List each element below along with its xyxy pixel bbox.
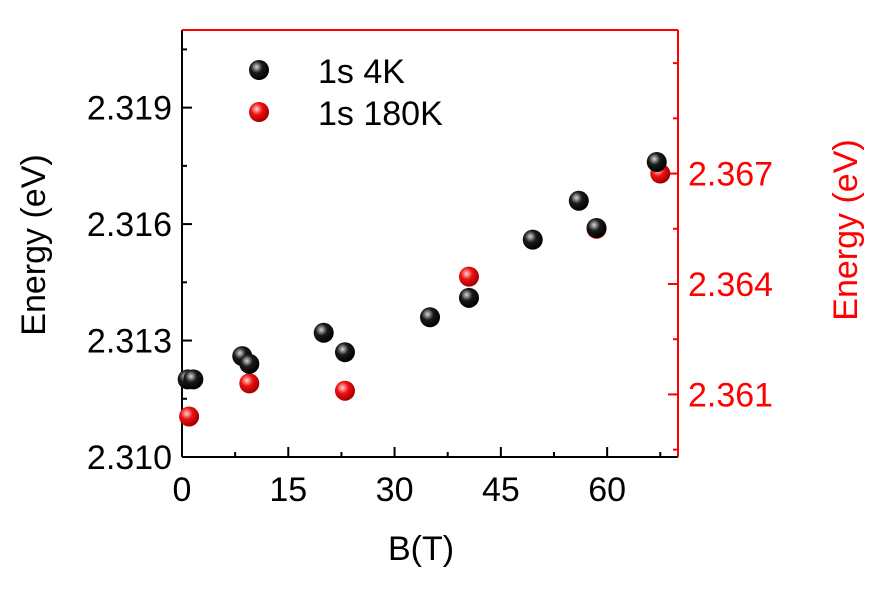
y-right-tick-label: 2.361 xyxy=(688,376,773,414)
data-point-1s-4k xyxy=(568,190,589,211)
data-point-1s-4k xyxy=(458,287,479,308)
legend-marker-1s-4k xyxy=(249,60,269,80)
x-tick-label: 45 xyxy=(482,471,520,509)
legend-item-1s-4k: 1s 4K xyxy=(249,53,405,91)
y-right-tick-label: 2.364 xyxy=(688,266,773,304)
y-right-tick-label: 2.367 xyxy=(688,156,773,194)
data-point-1s-4k xyxy=(334,342,355,363)
y-left-tick-label: 2.310 xyxy=(87,439,172,477)
y-left-tick-label: 2.316 xyxy=(87,206,172,244)
data-point-1s-180k xyxy=(334,380,355,401)
legend: 1s 4K 1s 180K xyxy=(249,53,443,133)
y-left-tick-label: 2.313 xyxy=(87,323,172,361)
data-point-1s-180k xyxy=(458,266,479,287)
legend-marker-1s-180k xyxy=(249,102,269,122)
x-tick-label: 60 xyxy=(588,471,626,509)
data-point-1s-4k xyxy=(586,217,607,238)
x-tick-label: 0 xyxy=(173,471,192,509)
data-point-1s-4k xyxy=(646,151,667,172)
legend-label-1s-4k: 1s 4K xyxy=(318,53,405,91)
y-axis-left-title: Energy (eV) xyxy=(15,154,53,335)
data-point-1s-4k xyxy=(313,322,334,343)
x-tick-label: 15 xyxy=(269,471,307,509)
y-left-tick-label: 2.319 xyxy=(87,90,172,128)
x-axis-title: B(T) xyxy=(388,530,454,568)
data-point-1s-4k xyxy=(183,369,204,390)
y-axis-right-title: Energy (eV) xyxy=(827,139,865,320)
legend-item-1s-180k: 1s 180K xyxy=(249,95,443,133)
data-point-1s-4k xyxy=(522,229,543,250)
axes: 0 15 30 45 60 2.310 2.313 2.316 2.319 2.361 2.364 2… xyxy=(87,29,773,509)
series-1s-4k xyxy=(177,151,667,390)
legend-label-1s-180k: 1s 180K xyxy=(318,95,443,133)
x-tick-label: 30 xyxy=(376,471,414,509)
data-point-1s-4k xyxy=(420,307,440,328)
data-point-1s-4k xyxy=(239,353,260,374)
series-1s-180k xyxy=(179,163,671,427)
data-point-1s-180k xyxy=(179,406,200,427)
data-point-1s-180k xyxy=(239,373,260,394)
